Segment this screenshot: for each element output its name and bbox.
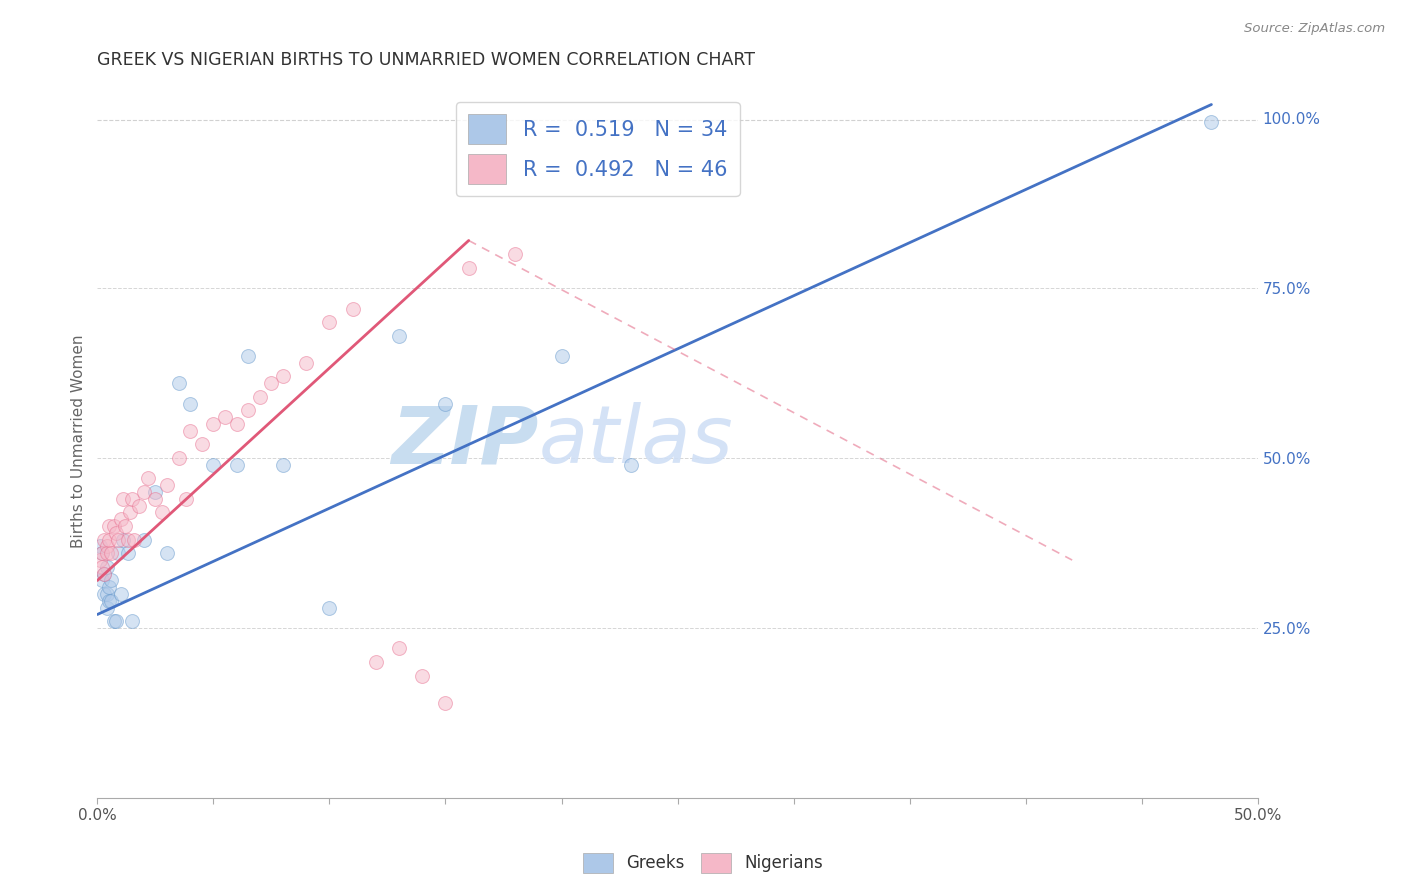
Point [318, 600, 340, 615]
Point [93, 587, 115, 601]
Point [620, 458, 643, 472]
Point [225, 458, 247, 472]
Point [434, 696, 457, 710]
Point [132, 533, 155, 547]
Point [91, 574, 114, 588]
Legend: Greeks, Nigerians: Greeks, Nigerians [576, 847, 830, 880]
Text: atlas: atlas [538, 402, 733, 480]
Point [179, 397, 201, 411]
Point [388, 328, 411, 343]
Point [103, 519, 125, 533]
Point [97, 594, 120, 608]
Point [100, 546, 122, 560]
Point [97, 519, 120, 533]
Text: GREEK VS NIGERIAN BIRTHS TO UNMARRIED WOMEN CORRELATION CHART: GREEK VS NIGERIAN BIRTHS TO UNMARRIED WO… [97, 51, 755, 69]
Text: Source: ZipAtlas.com: Source: ZipAtlas.com [1244, 22, 1385, 36]
Point [96, 600, 118, 615]
Point [457, 260, 479, 275]
Point [96, 560, 118, 574]
Point [145, 491, 167, 506]
Y-axis label: Births to Unmarried Women: Births to Unmarried Women [72, 334, 86, 548]
Point [97, 533, 120, 547]
Point [249, 390, 271, 404]
Point [179, 424, 201, 438]
Point [91, 560, 114, 574]
Point [167, 376, 190, 391]
Point [91, 546, 114, 560]
Point [174, 491, 197, 506]
Point [117, 533, 139, 547]
Point [167, 451, 190, 466]
Point [93, 533, 115, 547]
Point [103, 615, 125, 629]
Point [271, 369, 294, 384]
Point [107, 533, 129, 547]
Point [117, 546, 139, 560]
Point [550, 349, 572, 363]
Point [238, 349, 260, 363]
Point [111, 533, 134, 547]
Point [100, 594, 122, 608]
Point [388, 641, 411, 656]
Point [342, 301, 364, 316]
Point [271, 458, 294, 472]
Point [260, 376, 283, 391]
Point [93, 566, 115, 581]
Point [503, 247, 526, 261]
Point [318, 315, 340, 329]
Point [96, 540, 118, 554]
Point [96, 587, 118, 601]
Point [114, 519, 136, 533]
Point [128, 499, 150, 513]
Point [104, 615, 127, 629]
Point [225, 417, 247, 431]
Point [411, 668, 433, 682]
Point [118, 506, 141, 520]
Point [295, 356, 318, 370]
Point [150, 506, 173, 520]
Point [156, 546, 179, 560]
Point [364, 655, 387, 669]
Point [145, 485, 167, 500]
Point [96, 546, 118, 560]
Text: ZIP: ZIP [391, 402, 538, 480]
Point [1201, 114, 1223, 128]
Point [121, 491, 143, 506]
Point [191, 437, 214, 451]
Point [110, 587, 132, 601]
Point [97, 580, 120, 594]
Point [124, 533, 146, 547]
Point [132, 485, 155, 500]
Point [138, 471, 160, 485]
Point [110, 512, 132, 526]
Point [156, 478, 179, 492]
Point [121, 615, 143, 629]
Point [214, 410, 236, 425]
Point [91, 546, 114, 560]
Point [238, 403, 260, 417]
Point [434, 397, 457, 411]
Point [202, 458, 225, 472]
Point [100, 574, 122, 588]
Point [111, 491, 134, 506]
Point [107, 546, 129, 560]
Point [93, 566, 115, 581]
Legend: R =  0.519   N = 34, R =  0.492   N = 46: R = 0.519 N = 34, R = 0.492 N = 46 [456, 102, 740, 196]
Point [104, 525, 127, 540]
Point [89, 540, 111, 554]
Point [89, 553, 111, 567]
Point [202, 417, 225, 431]
